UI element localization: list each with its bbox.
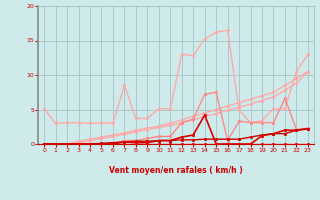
X-axis label: Vent moyen/en rafales ( km/h ): Vent moyen/en rafales ( km/h ) xyxy=(109,166,243,175)
